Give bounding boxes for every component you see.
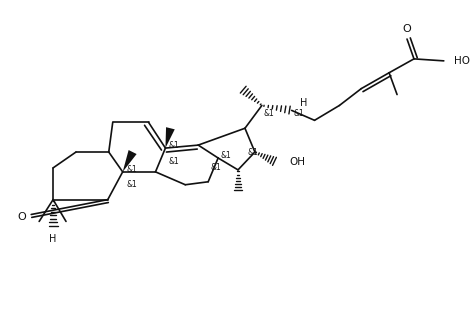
Text: &1: &1 [169,157,179,166]
Text: O: O [403,24,411,34]
Polygon shape [123,150,137,172]
Text: H: H [299,99,307,108]
Text: &1: &1 [294,109,305,118]
Text: HO: HO [454,56,470,66]
Text: O: O [17,213,26,222]
Polygon shape [166,127,175,148]
Text: &1: &1 [248,148,258,157]
Text: &1: &1 [220,150,231,160]
Text: &1: &1 [169,141,179,149]
Text: OH: OH [290,157,306,167]
Text: &1: &1 [264,109,275,118]
Text: H: H [50,234,57,244]
Text: &1: &1 [127,165,138,174]
Text: &1: &1 [127,180,138,189]
Text: &1: &1 [210,163,221,172]
